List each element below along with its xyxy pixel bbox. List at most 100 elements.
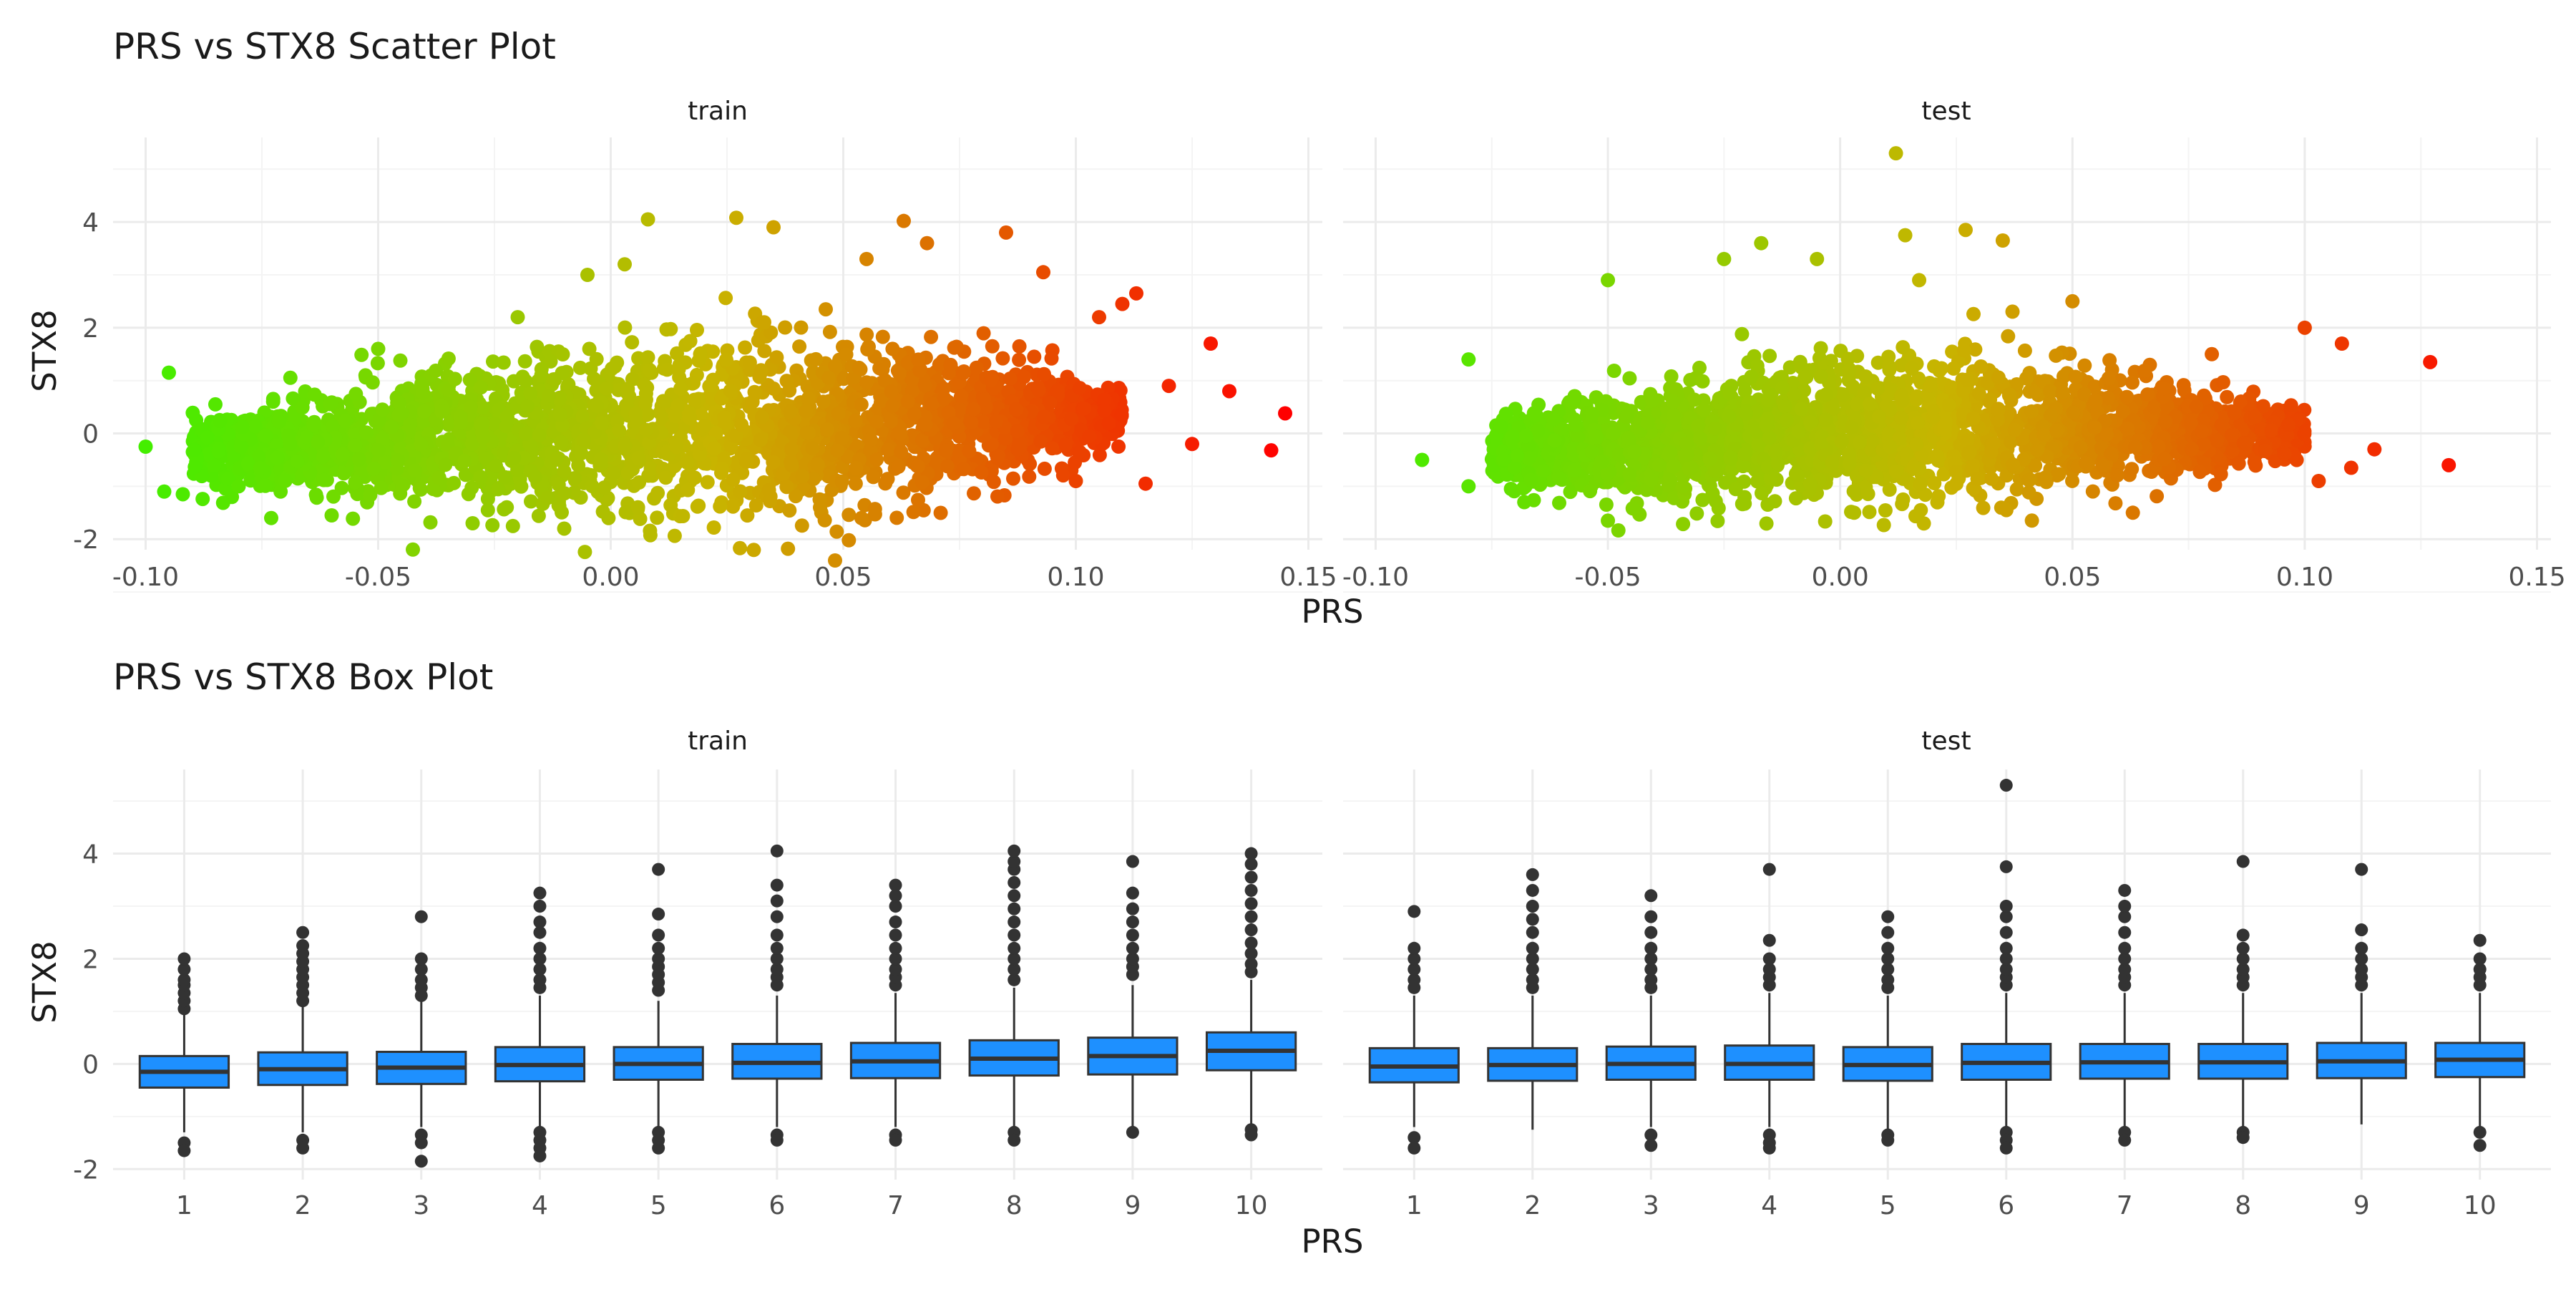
scatter-point xyxy=(639,423,653,437)
scatter-point xyxy=(967,486,981,500)
scatter-point xyxy=(801,426,816,440)
scatter-point xyxy=(1999,503,2014,518)
scatter-point xyxy=(535,362,549,377)
scatter-point xyxy=(1012,353,1026,367)
scatter-point xyxy=(1882,363,1896,377)
scatter-point xyxy=(1162,379,1176,393)
scatter-point xyxy=(1129,286,1143,301)
scatter-point xyxy=(738,341,752,355)
scatter-point xyxy=(820,422,834,437)
scatter-point xyxy=(813,500,827,515)
scatter-point xyxy=(956,366,970,381)
scatter-point xyxy=(532,428,547,442)
scatter-point xyxy=(778,321,792,335)
scatter-point xyxy=(406,543,420,557)
scatter-point xyxy=(325,508,339,523)
scatter-point xyxy=(447,476,461,490)
scatter-point xyxy=(672,362,686,377)
scatter-point xyxy=(977,392,991,407)
scatter-point xyxy=(1662,478,1676,492)
scatter-point xyxy=(1010,424,1025,438)
scatter-point xyxy=(707,520,721,535)
scatter-point xyxy=(1037,367,1051,382)
scatter-point xyxy=(232,479,246,493)
scatter-point xyxy=(897,214,911,228)
scatter-point xyxy=(594,452,608,467)
scatter-point xyxy=(792,339,806,354)
scatter-point xyxy=(639,387,653,401)
scatter-point xyxy=(957,462,971,476)
scatter-point xyxy=(1027,349,1041,364)
scatter-point xyxy=(907,505,921,519)
scatter-point xyxy=(454,416,468,430)
scatter-point xyxy=(253,461,268,475)
scatter-point xyxy=(975,465,989,480)
scatter-point xyxy=(438,457,452,472)
scatter-point xyxy=(640,407,655,422)
scatter-point xyxy=(1814,341,1828,356)
scatter-point xyxy=(643,363,657,377)
scatter-point xyxy=(2025,513,2039,528)
scatter-point xyxy=(966,402,980,417)
scatter-point xyxy=(944,358,958,372)
scatter-point xyxy=(580,268,595,282)
scatter-point xyxy=(2102,353,2117,367)
scatter-point xyxy=(270,451,284,465)
scatter-point xyxy=(1082,429,1096,444)
scatter-point xyxy=(309,487,323,502)
scatter-point xyxy=(519,374,533,388)
scatter-point xyxy=(864,432,878,447)
scatter-point xyxy=(1566,396,1580,410)
scatter-point xyxy=(632,451,646,465)
scatter-point xyxy=(266,392,280,406)
scatter-point xyxy=(550,451,564,465)
scatter-point xyxy=(258,479,273,493)
scatter-point xyxy=(876,330,890,344)
scatter-point xyxy=(1185,437,1199,451)
scatter-point xyxy=(371,341,386,356)
scatter-point xyxy=(1789,491,1803,505)
scatter-point xyxy=(1942,398,1956,412)
scatter-point xyxy=(2049,349,2063,363)
scatter-point xyxy=(2216,375,2230,389)
scatter-point xyxy=(755,410,769,424)
scatter-point xyxy=(498,470,512,485)
scatter-point xyxy=(743,356,757,370)
scatter-point xyxy=(429,364,443,378)
scatter-point xyxy=(1949,477,1963,491)
scatter-point xyxy=(919,417,933,432)
scatter-point xyxy=(296,400,310,414)
scatter-point xyxy=(990,451,1005,465)
scatter-point xyxy=(547,372,561,387)
scatter-point xyxy=(326,490,341,504)
scatter-point xyxy=(258,429,273,443)
scatter-point xyxy=(338,414,353,428)
scatter-point xyxy=(408,464,422,478)
scatter-point xyxy=(854,397,869,412)
scatter-point xyxy=(675,509,690,523)
scatter-point xyxy=(553,407,567,422)
scatter-point xyxy=(162,366,176,380)
scatter-point xyxy=(757,315,771,329)
scatter-point xyxy=(818,513,832,528)
scatter-point xyxy=(2125,375,2140,389)
scatter-point xyxy=(907,407,922,422)
scatter-point xyxy=(1762,349,1777,363)
scatter-point xyxy=(713,500,727,514)
scatter-point xyxy=(395,478,409,492)
scatter-point xyxy=(680,483,695,497)
scatter-point xyxy=(1896,340,1910,354)
scatter-point xyxy=(612,424,626,438)
scatter-point xyxy=(835,431,849,445)
scatter-point xyxy=(1022,470,1036,484)
scatter-point xyxy=(2214,467,2228,482)
scatter-point xyxy=(811,457,825,472)
scatter-point xyxy=(597,480,612,495)
scatter-point xyxy=(757,344,771,358)
scatter-point xyxy=(316,450,331,464)
scatter-point xyxy=(499,409,514,424)
scatter-point xyxy=(1861,487,1875,501)
scatter-point xyxy=(688,470,702,485)
scatter-point xyxy=(520,399,535,414)
scatter-point xyxy=(1012,438,1026,452)
